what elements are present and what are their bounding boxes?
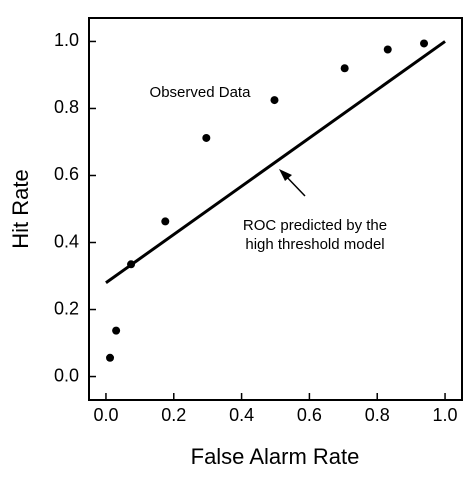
data-point bbox=[383, 45, 392, 54]
x-tick-label: 0.8 bbox=[365, 405, 390, 425]
x-tick-label: 0.6 bbox=[297, 405, 322, 425]
x-tick-label: 0.2 bbox=[161, 405, 186, 425]
x-tick-label: 0.0 bbox=[93, 405, 118, 425]
y-tick-label: 0.4 bbox=[54, 231, 79, 251]
y-tick-label: 0.2 bbox=[54, 298, 79, 318]
plot-frame bbox=[88, 17, 463, 401]
x-axis-label: False Alarm Rate bbox=[191, 444, 360, 469]
data-point bbox=[420, 39, 429, 48]
data-point bbox=[106, 353, 115, 362]
annotation: high threshold model bbox=[245, 236, 384, 253]
x-tick-label: 0.4 bbox=[229, 405, 254, 425]
data-point bbox=[112, 326, 121, 335]
y-tick-label: 0.8 bbox=[54, 97, 79, 117]
y-tick-label: 0.6 bbox=[54, 164, 79, 184]
y-axis-label: Hit Rate bbox=[8, 169, 33, 248]
data-point bbox=[270, 96, 279, 105]
data-point bbox=[202, 133, 211, 142]
x-tick-label: 1.0 bbox=[433, 405, 458, 425]
y-tick-label: 1.0 bbox=[54, 30, 79, 50]
data-point bbox=[340, 64, 349, 73]
y-tick-label: 0.0 bbox=[54, 365, 79, 385]
arrow-head bbox=[279, 169, 292, 181]
series-label: Observed Data bbox=[150, 84, 252, 101]
annotation: ROC predicted by the bbox=[243, 217, 387, 234]
data-point bbox=[161, 217, 170, 226]
line bbox=[105, 40, 446, 284]
